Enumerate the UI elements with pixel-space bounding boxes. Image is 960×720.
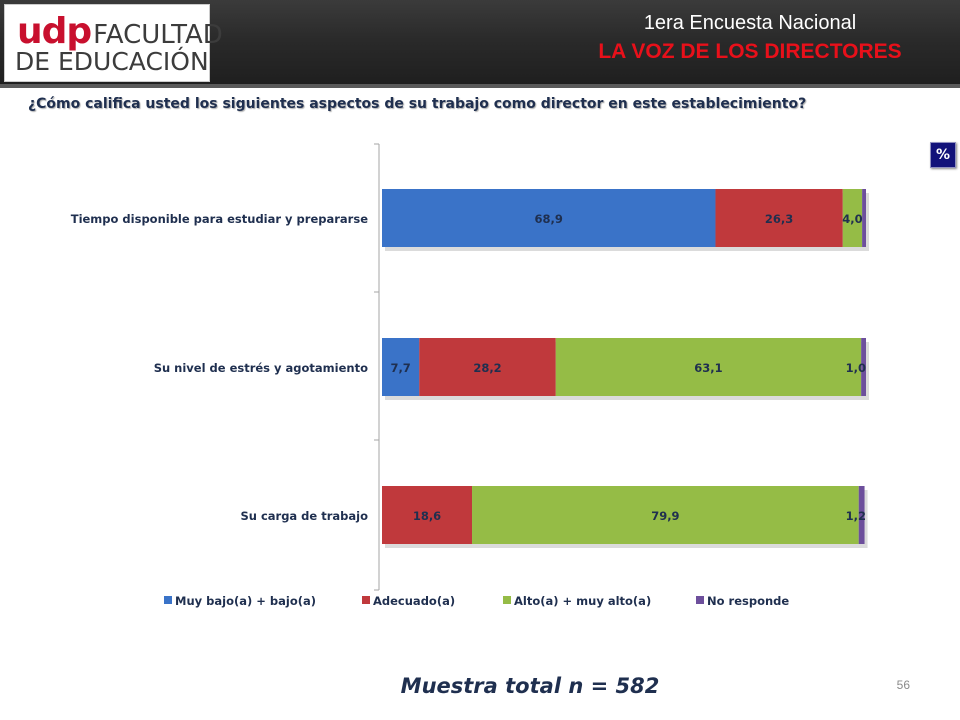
faculty-logo: udpFACULTAD DE EDUCACIÓN [4, 4, 223, 82]
logo-line1: FACULTAD [93, 20, 223, 50]
survey-question: ¿Cómo califica usted los siguientes aspe… [28, 96, 807, 112]
legend-label: Muy bajo(a) + bajo(a) [175, 594, 316, 608]
category-label: Tiempo disponible para estudiar y prepar… [71, 212, 368, 226]
bar-segment [382, 338, 420, 396]
category-label: Su nivel de estrés y agotamiento [154, 361, 368, 375]
data-label: 79,9 [651, 509, 679, 523]
legend-swatch [503, 596, 511, 604]
bar-segment [858, 486, 865, 544]
legend-label: Adecuado(a) [373, 594, 455, 608]
legend-label: Alto(a) + muy alto(a) [514, 594, 651, 608]
survey-subtitle: LA VOZ DE LOS DIRECTORES [598, 40, 902, 63]
bar-segment [472, 486, 859, 544]
sample-size: Muestra total n = 582 [400, 674, 660, 698]
logo-line2: DE EDUCACIÓN [15, 47, 209, 76]
header-banner: udpFACULTAD DE EDUCACIÓN 1era Encuesta N… [0, 0, 960, 88]
data-label: 18,6 [413, 509, 441, 523]
bar-segment [382, 486, 473, 544]
data-label: 28,2 [473, 361, 501, 375]
data-label: 26,3 [765, 212, 793, 226]
bar-segment [382, 189, 716, 247]
data-label: 7,7 [390, 361, 410, 375]
legend-swatch [164, 596, 172, 604]
page-number: 56 [896, 678, 910, 692]
bar-segment [862, 189, 866, 247]
bar-segment [842, 189, 863, 247]
data-label: 1,2 [846, 509, 866, 523]
legend-swatch [696, 596, 704, 604]
bar-segment [861, 338, 866, 396]
category-label: Su carga de trabajo [240, 509, 368, 523]
bar-segment [715, 189, 843, 247]
survey-title: 1era Encuesta Nacional [643, 12, 857, 34]
legend-label: No responde [707, 594, 789, 608]
data-label: 68,9 [535, 212, 563, 226]
legend-swatch [362, 596, 370, 604]
data-label: 1,0 [846, 361, 866, 375]
percent-badge: % [930, 142, 956, 168]
logo-brand: udp [17, 11, 92, 52]
bar-segment [555, 338, 862, 396]
bar-segment [419, 338, 556, 396]
data-label: 63,1 [694, 361, 722, 375]
data-label: 4,0 [842, 212, 862, 226]
